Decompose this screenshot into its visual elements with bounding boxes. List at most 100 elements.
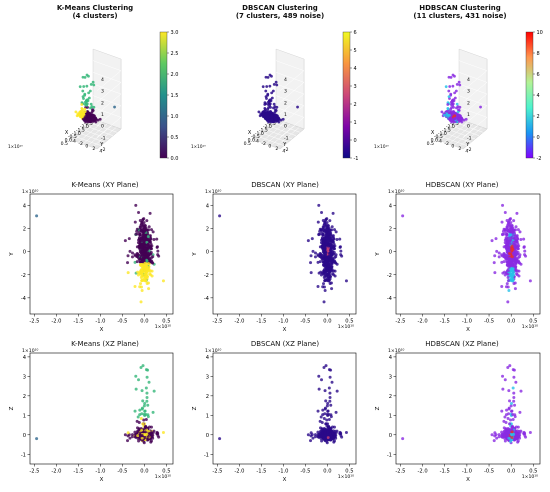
xz-point [509,404,513,408]
grid-line [96,93,122,115]
point-3d [263,106,267,110]
xy-point [325,258,329,262]
point-3d [89,82,93,86]
xz-point [512,391,516,395]
xz-point [340,435,344,439]
dbscan-xz-plot: -2.5 -2.0 -1.5 -1.0 -0.5 0.0 0.51×10¹⁰X-101234… [192,348,357,483]
x-tick-label: -1.5 [73,469,83,475]
xz-point [141,422,145,426]
y-axis-label: Y [282,142,287,148]
xz-point [328,375,332,379]
z-tick-label: 4 [101,77,104,83]
xy-point [326,224,330,228]
y-axis-label: Y [9,252,15,257]
point-3d [447,95,451,99]
xy-point [140,269,144,273]
xz-point [322,417,326,421]
kmeans-xz-title: K-Means (XZ Plane) [71,340,139,348]
x-tick-label: 0.5 [529,469,537,475]
grid-line [458,95,488,106]
y-tick-label: 0 [389,433,392,439]
xy-point [333,228,337,232]
xy-point [150,274,154,278]
xz-point [143,401,147,405]
xz-point [133,430,137,434]
xy-point [323,269,327,273]
xz-point [322,434,326,438]
grid-line [462,93,488,115]
xy-point [135,252,139,256]
xy-point [333,274,337,278]
y-axis-label: Y [375,252,381,257]
xy-point [328,281,332,285]
xy-point [516,228,520,232]
x-tick-label: -2.0 [80,124,89,130]
xy-point [522,245,526,249]
xz-point [139,434,143,438]
x-axis-label: X [248,130,252,136]
y-tick-label: 1 [206,413,209,419]
point-3d [270,117,274,121]
y-tick-label: 3 [23,374,26,380]
y-tick-label: 4 [465,149,468,155]
dbscan-xy-title: DBSCAN (XY Plane) [251,181,319,189]
xz-point [522,430,526,434]
xy-point [323,265,327,269]
xy-point [331,211,335,215]
x-tick-label: -1.5 [259,127,268,133]
y-tick-label: -4 [204,296,210,302]
xz-point [144,425,148,429]
xz-point [142,404,146,408]
xy-point [319,232,323,236]
xz-point [519,429,523,433]
x-tick-label: -0.5 [251,134,260,140]
xy-point [510,224,514,228]
x-tick-label: -2.0 [51,469,61,475]
x-tick-label: -2.0 [234,469,244,475]
xz-point [143,409,147,413]
xz-point [147,380,151,384]
xy-point [325,217,329,221]
xy-point [150,228,154,232]
xy-point [338,237,342,241]
xz-point [134,387,138,391]
xz-point [137,439,141,443]
xy-point [136,255,140,259]
xy-point [326,266,330,270]
xy-point [323,288,327,292]
point-3d [85,103,89,107]
x-tick-label: -1.5 [256,319,266,325]
x-tick-label: -2.5 [29,319,39,325]
point-3d [464,117,468,121]
xy-point [316,253,320,257]
point-3d [261,85,265,89]
xz-point [155,430,159,434]
xy-point [512,270,516,274]
xz-point [323,407,327,411]
xy-point [138,250,142,254]
y-exponent: 1×10¹⁰ [205,348,221,354]
xy-point [340,254,344,258]
y-tick-label: -4 [21,296,27,302]
xy-point [327,226,331,230]
xz-point [126,431,130,435]
x-tick-label: 0.5 [244,141,251,147]
xy-point [146,242,150,246]
xy-point [143,247,147,251]
point-3d [453,91,457,95]
xz-point [505,408,509,412]
point-3d [275,83,279,87]
xz-point [320,420,324,424]
xy-point [325,233,329,237]
xz-point [329,437,333,441]
xy-point [502,255,506,259]
point-3d [81,89,85,93]
point-3d [80,106,84,110]
xy-point [515,272,519,276]
point-3d [83,110,87,113]
y-tick-label: 2 [389,394,392,400]
y-tick-label: 4 [23,355,27,361]
plot-frame [212,193,357,315]
hdbscan-xz-title: HDBSCAN (XZ Plane) [425,340,499,348]
xz-point [143,433,147,437]
